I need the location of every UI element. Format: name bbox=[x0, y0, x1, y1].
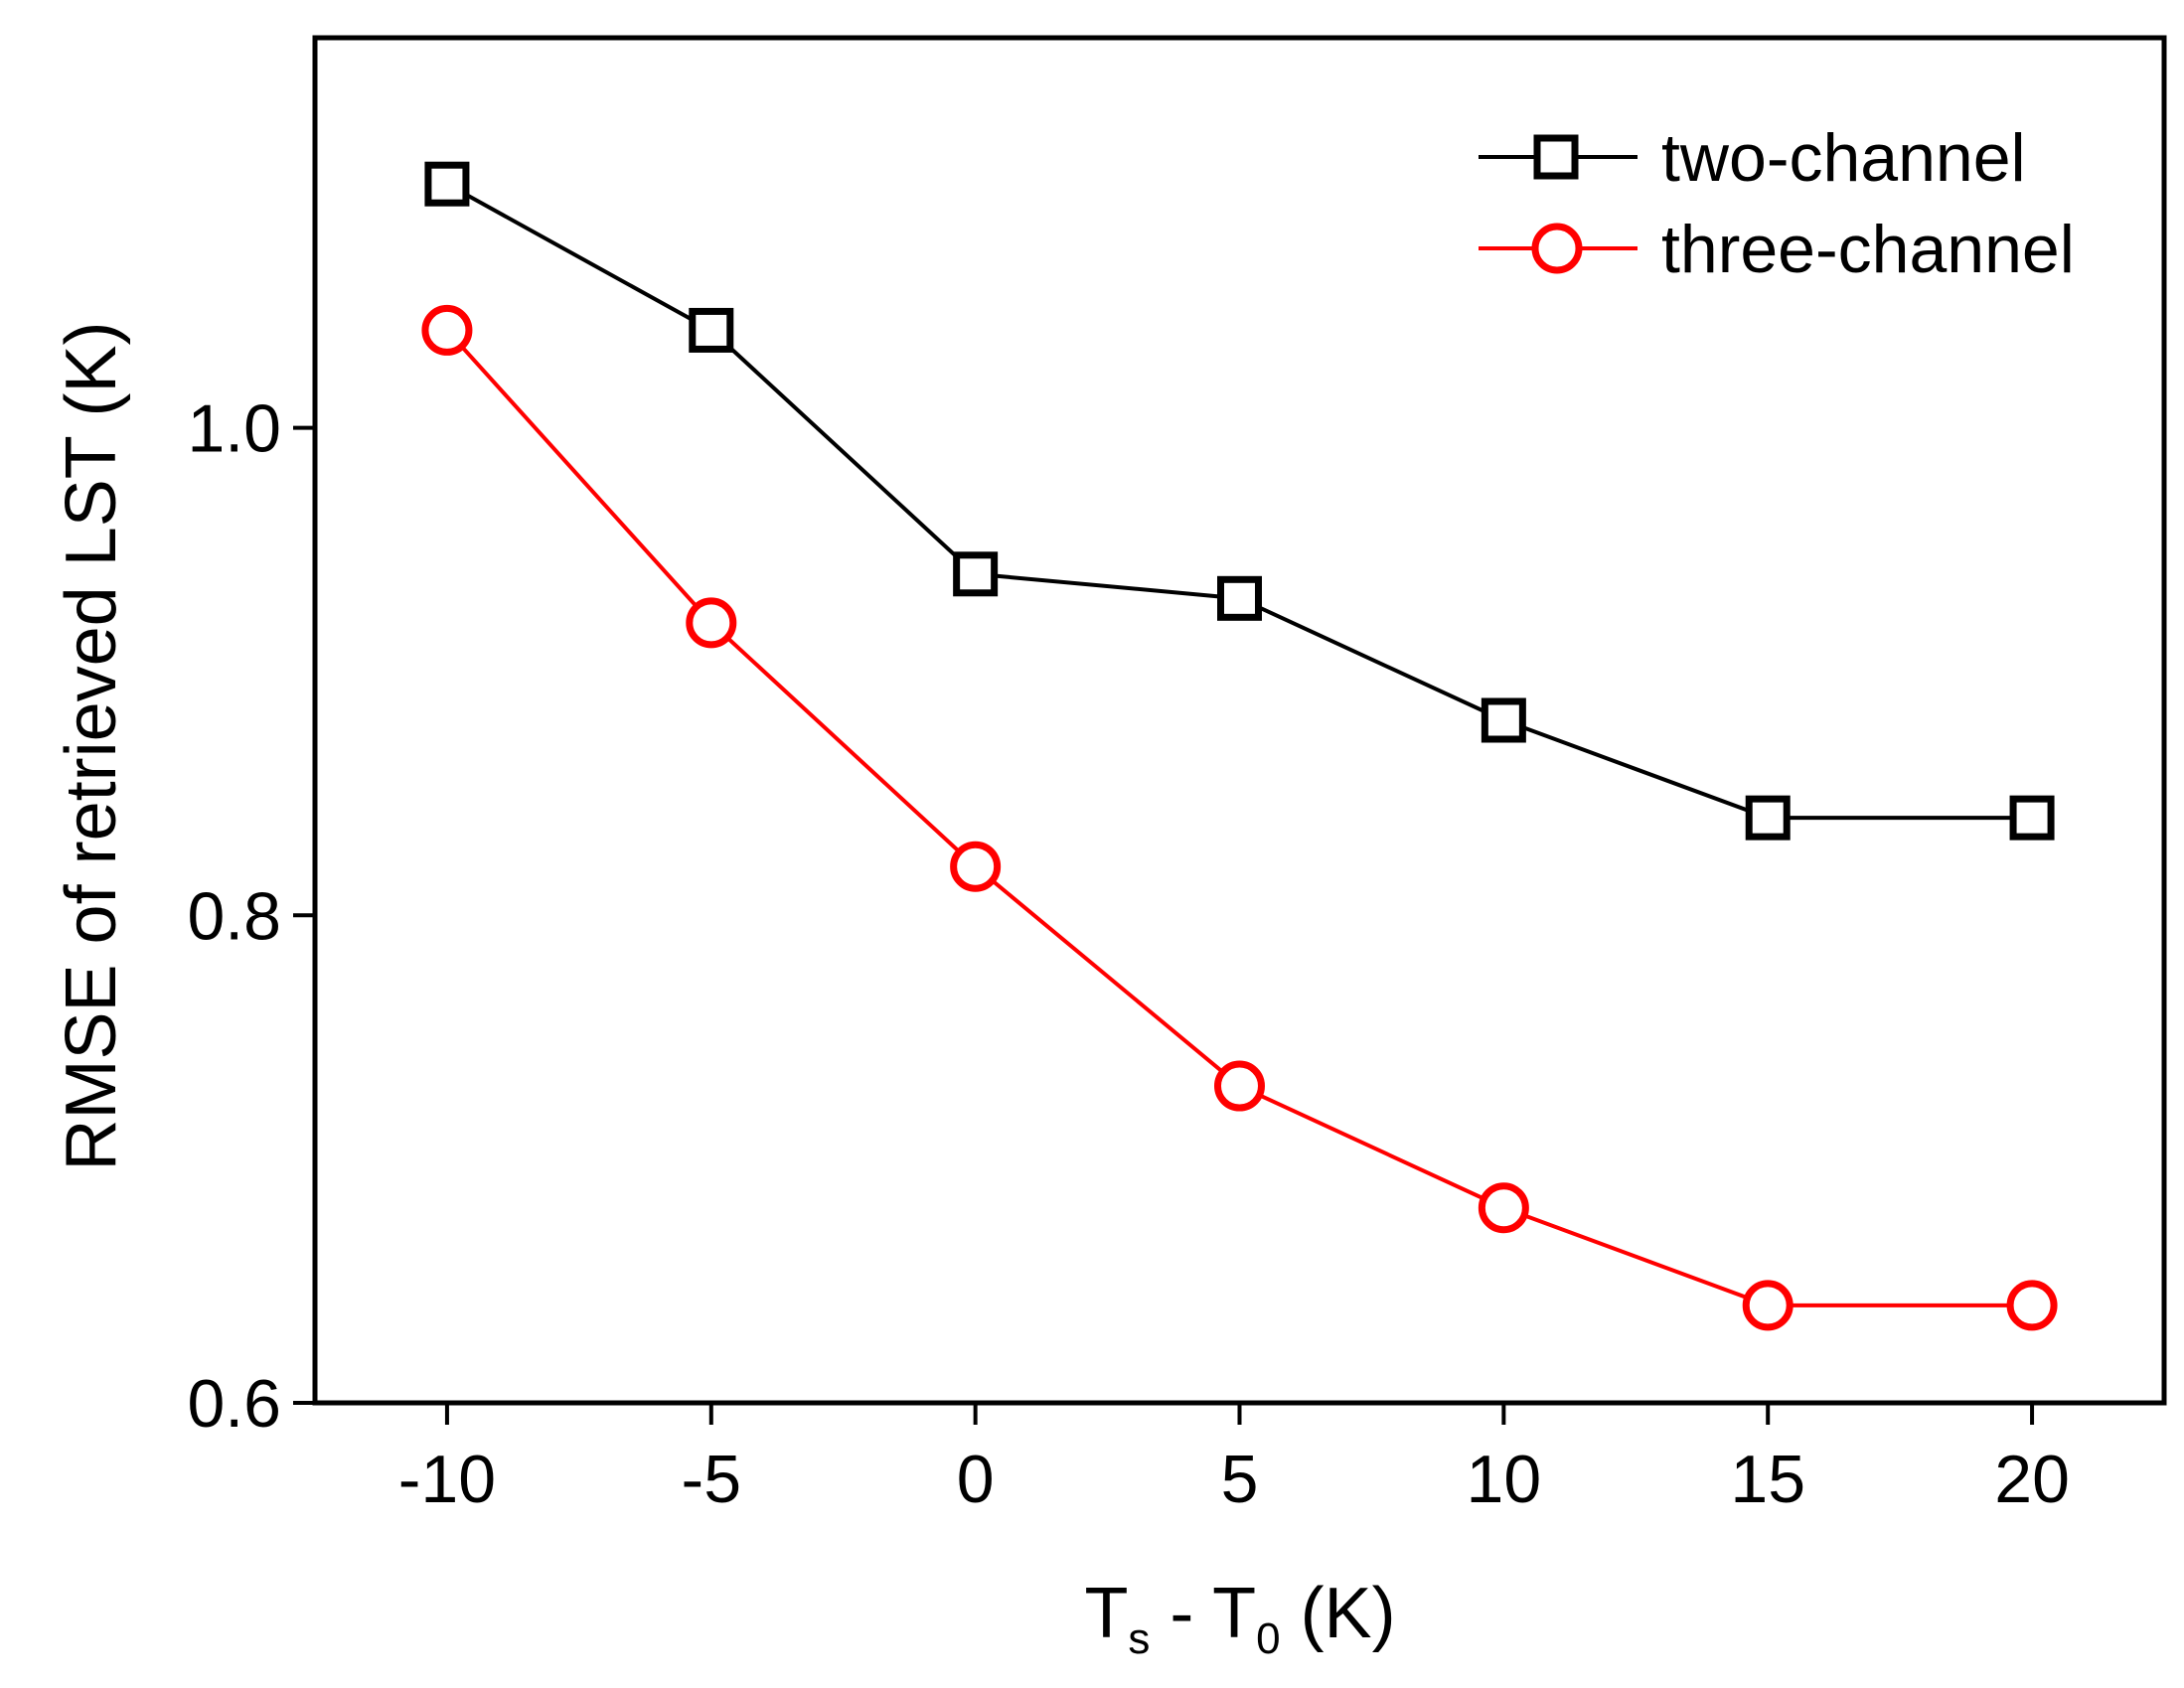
x-axis-title: Ts - T0 (K) bbox=[1084, 1574, 1395, 1663]
x-tick-label: -5 bbox=[682, 1442, 741, 1517]
data-point-three-channel bbox=[950, 841, 1002, 892]
data-point-two-channel bbox=[1217, 575, 1262, 621]
data-point-three-channel bbox=[1742, 1280, 1794, 1331]
data-point-two-channel bbox=[1481, 697, 1526, 743]
data-point-three-channel bbox=[686, 597, 737, 649]
plot-frame bbox=[312, 35, 2167, 1406]
x-tick-label: 15 bbox=[1730, 1442, 1805, 1517]
x-axis-title-subscript: 0 bbox=[1256, 1614, 1280, 1663]
x-axis-title-part: T bbox=[1084, 1574, 1128, 1653]
data-point-two-channel bbox=[953, 551, 999, 597]
y-axis-ticks: 0.6 0.8 1.0 bbox=[187, 391, 315, 1442]
legend-marker-circle bbox=[1531, 223, 1583, 274]
data-point-two-channel bbox=[2009, 795, 2055, 841]
x-axis-title-part: (K) bbox=[1281, 1574, 1396, 1653]
x-tick-label: 10 bbox=[1467, 1442, 1542, 1517]
x-axis-title-subscript: s bbox=[1128, 1614, 1150, 1663]
x-axis-title-part: - T bbox=[1150, 1574, 1256, 1653]
x-tick-label: 5 bbox=[1221, 1442, 1259, 1517]
data-point-three-channel bbox=[2006, 1280, 2058, 1331]
legend-marker-square bbox=[1533, 134, 1579, 180]
legend: two-channel three-channel bbox=[1479, 120, 2075, 287]
series-markers bbox=[421, 161, 2058, 1331]
legend-label-two-channel: two-channel bbox=[1661, 120, 2026, 196]
y-axis-title: RMSE of retrieved LST (K) bbox=[52, 322, 131, 1171]
y-tick-label: 0.6 bbox=[187, 1366, 281, 1442]
x-tick-label: -10 bbox=[398, 1442, 496, 1517]
data-point-two-channel bbox=[689, 307, 734, 353]
y-tick-label: 0.8 bbox=[187, 878, 281, 954]
data-point-two-channel bbox=[424, 161, 470, 207]
x-axis-ticks: -10 -5 0 5 10 15 20 bbox=[398, 1403, 2070, 1517]
x-tick-label: 20 bbox=[1994, 1442, 2070, 1517]
data-point-three-channel bbox=[421, 304, 473, 356]
y-tick-label: 1.0 bbox=[187, 391, 281, 467]
legend-label-three-channel: three-channel bbox=[1661, 212, 2075, 287]
data-point-three-channel bbox=[1478, 1182, 1529, 1234]
data-point-two-channel bbox=[1745, 795, 1791, 841]
data-point-three-channel bbox=[1214, 1060, 1265, 1112]
x-tick-label: 0 bbox=[957, 1442, 995, 1517]
